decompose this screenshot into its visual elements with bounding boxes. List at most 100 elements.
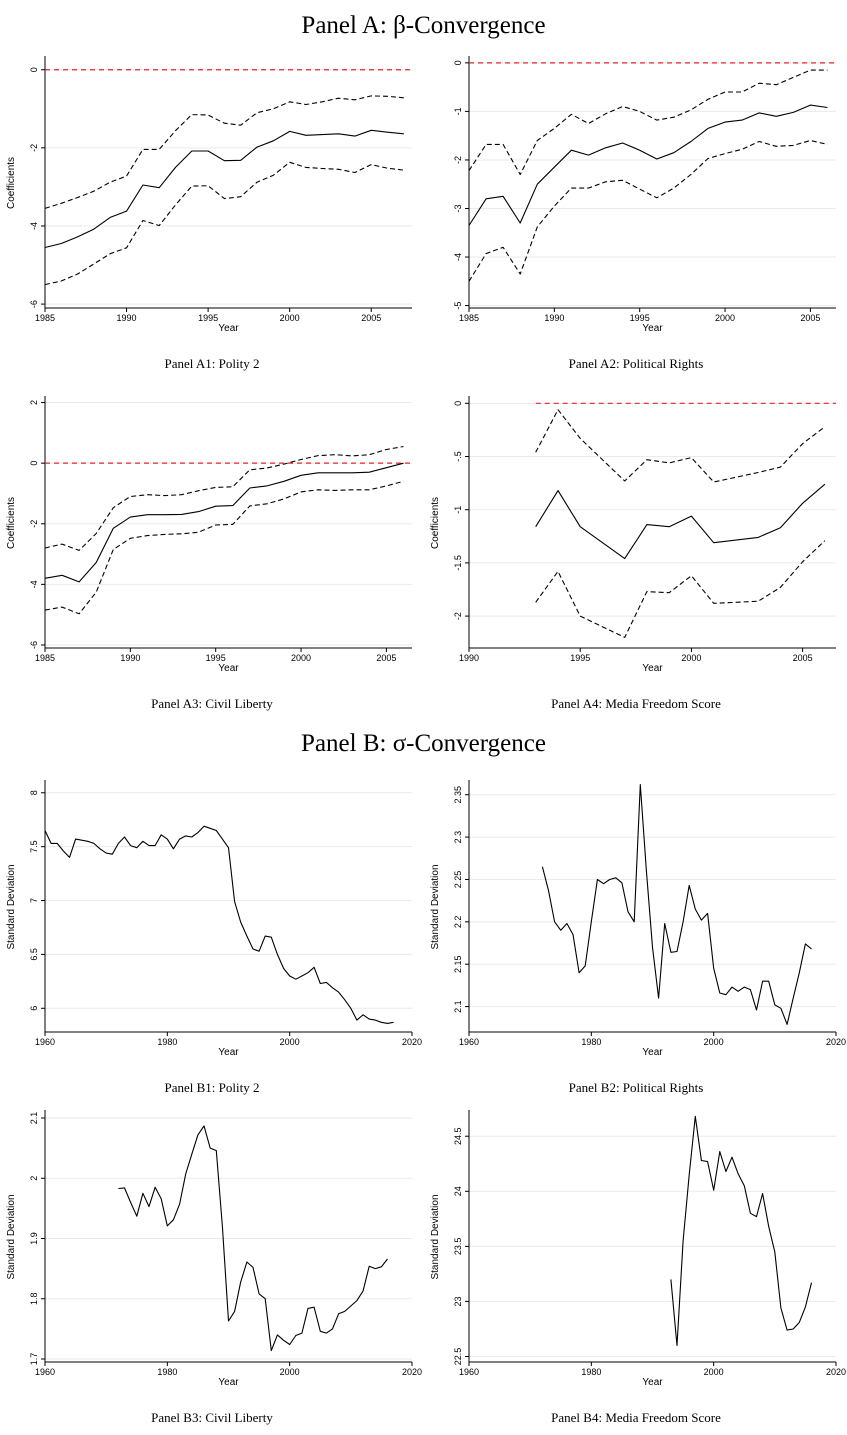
x-tick-label: 1985 — [35, 653, 55, 663]
x-tick-label: 2005 — [361, 313, 381, 323]
panel-caption: Panel A1: Polity 2 — [165, 356, 260, 371]
y-tick-label: 24 — [453, 1186, 463, 1196]
y-tick-label: 2 — [29, 400, 39, 405]
x-tick-label: 1995 — [570, 653, 590, 663]
x-axis-title: Year — [642, 1047, 663, 1058]
confidence-band-line — [44, 161, 404, 286]
x-tick-label: 2000 — [280, 1037, 300, 1047]
x-tick-label: 2000 — [280, 313, 300, 323]
x-tick-label: 1960 — [459, 1367, 479, 1377]
chart-svg: -2 -1.5 -1 -.5 0 1990 1995 2000 2005 Year Coeffici… — [430, 396, 836, 711]
y-tick-label: 23.5 — [453, 1238, 463, 1256]
x-tick-label: 2020 — [402, 1367, 422, 1377]
x-tick-label: 2000 — [280, 1367, 300, 1377]
chart-b3-civil-liberty: 1.7 1.8 1.9 2 2.1 1960 1980 2000 2020 Year Standar… — [0, 1100, 424, 1430]
y-axis-title: Standard Deviation — [430, 1194, 441, 1279]
y-tick-label: 0 — [29, 461, 39, 466]
confidence-band-line — [44, 95, 404, 209]
y-tick-label: 1.9 — [29, 1232, 39, 1245]
y-tick-label: -2 — [29, 144, 39, 152]
y-tick-label: 6.5 — [29, 948, 39, 961]
x-axis-title: Year — [642, 323, 663, 334]
x-tick-label: 1990 — [117, 313, 137, 323]
chart-b4-media-freedom: 22.5 23 23.5 24 24.5 1960 1980 2000 2020 Year Stan… — [424, 1100, 847, 1430]
y-tick-label: -1.5 — [453, 555, 463, 571]
confidence-band-line — [468, 69, 828, 176]
y-tick-label: 23 — [453, 1296, 463, 1306]
chart-svg: 6 6.5 7 7.5 8 1960 1980 2000 2020 Year Standard De… — [6, 780, 422, 1095]
series-line — [44, 129, 404, 249]
x-tick-label: 1990 — [544, 313, 564, 323]
x-tick-label: 1985 — [459, 313, 479, 323]
chart-a4-media-freedom: -2 -1.5 -1 -.5 0 1990 1995 2000 2005 Year Coeffici… — [424, 386, 847, 716]
series-line — [118, 1125, 388, 1352]
y-tick-label: 2.1 — [453, 1000, 463, 1013]
y-tick-label: 2.35 — [453, 786, 463, 804]
confidence-band-line — [44, 480, 404, 615]
panel-caption: Panel B1: Polity 2 — [165, 1080, 260, 1095]
x-tick-label: 2000 — [704, 1367, 724, 1377]
chart-a1-polity2: -6 -4 -2 0 1985 1990 1995 2000 2005 Year Coefficie… — [0, 46, 424, 376]
panel-caption: Panel A2: Political Rights — [569, 356, 704, 371]
panel-caption: Panel B2: Political Rights — [569, 1080, 704, 1095]
x-tick-label: 2000 — [291, 653, 311, 663]
y-tick-label: -6 — [29, 300, 39, 308]
x-axis-title: Year — [642, 1377, 663, 1388]
y-axis-title: Coefficients — [6, 497, 17, 549]
y-tick-label: 2 — [29, 1176, 39, 1181]
chart-a2-political-rights: -5 -4 -3 -2 -1 0 1985 1990 1995 2000 2005 Year Panel… — [424, 46, 847, 376]
x-axis-title: Year — [642, 663, 663, 674]
confidence-band-line — [44, 445, 404, 551]
y-tick-label: -4 — [29, 580, 39, 588]
chart-b1-polity2: 6 6.5 7 7.5 8 1960 1980 2000 2020 Year Standard De… — [0, 770, 424, 1100]
y-tick-label: 7 — [29, 898, 39, 903]
panel-caption: Panel B4: Media Freedom Score — [551, 1410, 721, 1425]
x-tick-label: 2020 — [826, 1367, 846, 1377]
y-tick-label: -6 — [29, 641, 39, 649]
y-tick-label: -4 — [453, 253, 463, 261]
x-tick-label: 2000 — [704, 1037, 724, 1047]
series-line — [44, 825, 394, 1024]
chart-svg: 22.5 23 23.5 24 24.5 1960 1980 2000 2020 Year Stan… — [430, 1110, 846, 1425]
confidence-band-line — [535, 540, 826, 638]
y-tick-label: 0 — [29, 67, 39, 72]
y-axis-title: Standard Deviation — [6, 864, 17, 949]
panel-b-title: Panel B: σ-Convergence — [301, 730, 546, 757]
x-tick-label: 2020 — [826, 1037, 846, 1047]
x-tick-label: 1960 — [35, 1367, 55, 1377]
y-axis-title: Coefficients — [430, 497, 441, 549]
chart-svg: -5 -4 -3 -2 -1 0 1985 1990 1995 2000 2005 Year Panel… — [453, 56, 836, 371]
x-tick-label: 1990 — [120, 653, 140, 663]
y-tick-label: -2 — [453, 612, 463, 620]
series-line — [535, 483, 826, 560]
y-tick-label: -2 — [29, 520, 39, 528]
series-line — [44, 462, 404, 583]
x-axis-title: Year — [218, 1377, 239, 1388]
chart-svg: -6 -4 -2 0 2 1985 1990 1995 2000 2005 Year Coeffici… — [6, 396, 412, 711]
y-axis-title: Standard Deviation — [6, 1194, 17, 1279]
chart-svg: 1.7 1.8 1.9 2 2.1 1960 1980 2000 2020 Year Standar… — [6, 1110, 422, 1425]
x-tick-label: 1985 — [35, 313, 55, 323]
y-tick-label: 0 — [453, 401, 463, 406]
y-tick-label: 1.8 — [29, 1292, 39, 1305]
x-tick-label: 2005 — [793, 653, 813, 663]
x-tick-label: 1995 — [206, 653, 226, 663]
panel-caption: Panel A3: Civil Liberty — [151, 696, 273, 711]
y-tick-label: 0 — [453, 60, 463, 65]
y-tick-label: 8 — [29, 790, 39, 795]
y-axis-title: Standard Deviation — [430, 864, 441, 949]
y-tick-label: 22.5 — [453, 1348, 463, 1366]
x-tick-label: 1980 — [581, 1367, 601, 1377]
x-tick-label: 2005 — [800, 313, 820, 323]
x-axis-title: Year — [218, 663, 239, 674]
x-tick-label: 1980 — [157, 1367, 177, 1377]
x-axis-title: Year — [218, 323, 239, 334]
y-tick-label: 7.5 — [29, 840, 39, 853]
x-tick-label: 2005 — [376, 653, 396, 663]
series-line — [468, 104, 828, 226]
y-tick-label: -3 — [453, 204, 463, 212]
y-tick-label: 1.7 — [29, 1353, 39, 1366]
panel-a-title: Panel A: β-Convergence — [301, 12, 546, 39]
panel-caption: Panel A4: Media Freedom Score — [551, 696, 721, 711]
confidence-band-line — [468, 139, 828, 282]
